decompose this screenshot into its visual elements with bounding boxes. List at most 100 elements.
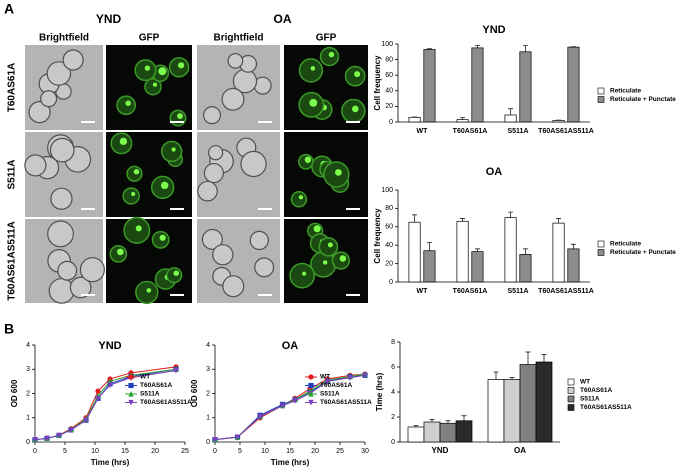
punctum [309, 98, 318, 107]
marker [234, 434, 241, 441]
error-bar [461, 415, 467, 421]
x-tick-label: T60AS61AS511A [538, 288, 594, 295]
x-tick-label: 10 [91, 448, 99, 455]
legend-label: T60AS61A [320, 382, 352, 389]
y-tick-label: 60 [385, 72, 393, 79]
chart-title: YND [98, 340, 121, 352]
marker [128, 399, 134, 406]
legend-swatch [567, 404, 575, 411]
marker [308, 382, 314, 389]
cell [221, 87, 245, 111]
x-tick-label: 15 [121, 448, 129, 455]
cell [134, 59, 157, 82]
legend-label: S511A [140, 391, 160, 398]
cell [116, 95, 136, 116]
legend-label: Reticulate [610, 241, 641, 248]
y-tick-label: 0 [389, 119, 393, 126]
y-tick-label: 100 [381, 41, 393, 48]
legend-label: T60AS61AS511A [140, 399, 192, 406]
bar [519, 364, 537, 443]
punctum [146, 288, 152, 293]
bar [567, 46, 580, 123]
marker [292, 398, 298, 404]
legend-swatch [597, 249, 605, 256]
error-bar [556, 218, 562, 224]
legend-label: T60AS61A [580, 387, 612, 394]
punctum [304, 156, 312, 163]
legend-label: WT [580, 379, 590, 386]
y-tick-label: 2 [26, 390, 30, 397]
punctum [322, 260, 328, 265]
bar [519, 51, 532, 123]
punctum [298, 195, 304, 200]
cell [240, 150, 267, 178]
marker [95, 388, 101, 394]
cell [126, 165, 143, 182]
x-axis-label: Time (hrs) [91, 458, 130, 467]
cell [318, 237, 339, 257]
bar [519, 254, 532, 283]
y-tick-label: 80 [385, 56, 393, 63]
bar [423, 250, 436, 283]
cell [208, 145, 224, 161]
bar [503, 379, 521, 443]
legend-label: T60AS61AS511A [580, 404, 632, 411]
error-bar [508, 211, 514, 218]
punctum [159, 234, 166, 241]
marker [173, 367, 179, 374]
marker [257, 413, 263, 420]
punctum [125, 100, 131, 106]
legend-swatch [567, 387, 575, 394]
x-tick-label: YND [432, 446, 449, 455]
x-tick-label: 0 [213, 448, 217, 455]
punctum [313, 225, 321, 233]
y-tick-label: 4 [391, 389, 395, 396]
marker [56, 432, 62, 439]
y-tick-label: 0 [389, 279, 393, 286]
cell [254, 257, 275, 278]
punctum [135, 225, 142, 232]
cell [46, 61, 72, 86]
x-tick-label: 30 [361, 448, 369, 455]
cell [135, 280, 159, 305]
x-tick-label: 20 [311, 448, 319, 455]
punctum [335, 169, 342, 176]
chart-title: OA [282, 340, 299, 352]
cell [122, 187, 140, 205]
cell [197, 180, 218, 202]
error-bar [426, 48, 432, 50]
legend-label: T60AS61A [140, 382, 172, 389]
marker [362, 372, 368, 379]
marker [128, 382, 134, 389]
punctum [352, 105, 359, 113]
cell [79, 257, 105, 283]
cell [298, 58, 324, 83]
punctum [328, 51, 335, 58]
y-tick-label: 60 [385, 224, 393, 231]
punctum [152, 82, 158, 87]
y-axis-label: OD 600 [10, 379, 19, 407]
bar [408, 116, 421, 123]
cell [201, 228, 223, 250]
marker [107, 382, 113, 389]
cell [50, 187, 73, 210]
cell [202, 106, 222, 125]
y-tick-label: 3 [26, 366, 30, 373]
legend-label: WT [140, 374, 150, 381]
marker [279, 403, 286, 409]
cell [166, 267, 183, 284]
y-tick-label: 2 [206, 390, 210, 397]
cell [69, 276, 92, 299]
marker [308, 374, 314, 380]
x-tick-label: T60AS61AS511A [538, 128, 594, 135]
punctum [117, 248, 124, 256]
bar [535, 361, 553, 443]
marker [324, 378, 331, 385]
x-tick-label: S511A [507, 288, 528, 295]
error-bar [429, 419, 435, 422]
y-tick-label: 80 [385, 205, 393, 212]
x-tick-label: 0 [33, 448, 37, 455]
y-tick-label: 40 [385, 242, 393, 249]
marker [128, 374, 134, 380]
error-bar [426, 242, 432, 251]
